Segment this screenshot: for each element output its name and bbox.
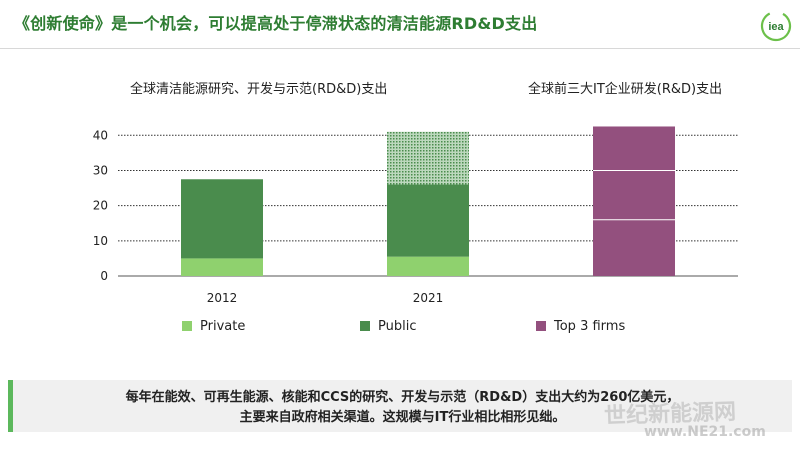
summary-note: 每年在能效、可再生能源、核能和CCS的研究、开发与示范（RD&D）支出大约为26…	[8, 380, 792, 432]
bar-top3-top3	[593, 126, 675, 276]
iea-logo-icon: iea	[760, 10, 792, 42]
y-tick-label: 20	[93, 199, 108, 213]
y-tick-label: 10	[93, 234, 108, 248]
y-tick-label: 0	[100, 269, 108, 283]
subtitle-right: 全球前三大IT企业研发(R&D)支出	[528, 82, 723, 97]
subtitle-left: 全球清洁能源研究、开发与示范(RD&D)支出	[130, 82, 388, 97]
watermark-url: www.NE21.com	[644, 424, 766, 440]
legend-item-private: Private	[182, 318, 245, 334]
legend-swatch-public	[360, 321, 370, 331]
title-divider	[0, 48, 800, 49]
legend-label-public: Public	[378, 318, 417, 334]
bar-public-2012	[181, 179, 263, 259]
bar-public-2021	[387, 184, 469, 257]
legend-label-top3: Top 3 firms	[554, 318, 626, 334]
x-tick-label-2021: 2021	[413, 291, 444, 305]
iea-logo-text: iea	[768, 21, 784, 33]
summary-line-1: 每年在能效、可再生能源、核能和CCS的研究、开发与示范（RD&D）支出大约为26…	[125, 390, 680, 405]
legend-item-public: Public	[360, 318, 416, 334]
bar-private-2012	[181, 258, 263, 276]
legend-swatch-private	[182, 321, 192, 331]
x-tick-label-2012: 2012	[207, 291, 238, 305]
legend-swatch-top3	[536, 321, 546, 331]
bar-private-2021	[387, 256, 469, 276]
y-tick-label: 30	[93, 163, 108, 177]
summary-line-2: 主要来自政府相关渠道。这规模与IT行业相比相形见绌。	[239, 410, 566, 425]
slide-title: 《创新使命》是一个机会，可以提高处于停滞状态的清洁能源RD&D支出	[14, 14, 538, 33]
bar-public-extra-2021	[387, 131, 469, 185]
y-tick-label: 40	[93, 128, 108, 142]
legend-label-private: Private	[200, 318, 246, 334]
legend-item-top3: Top 3 firms	[536, 318, 625, 334]
